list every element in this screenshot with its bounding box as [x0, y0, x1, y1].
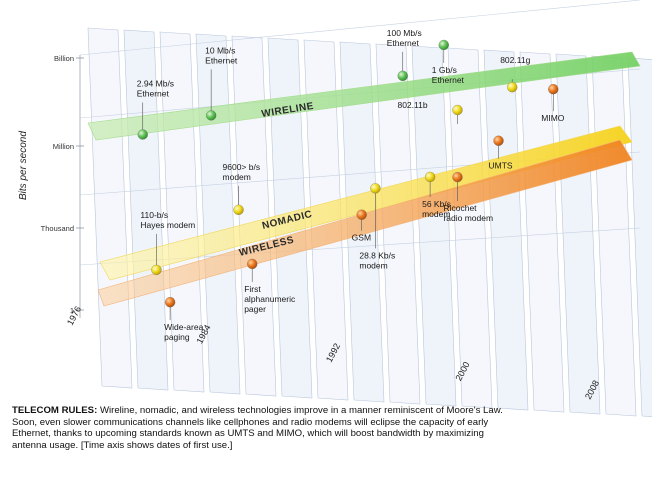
grid-panel: [591, 55, 637, 417]
point-label: UMTS: [489, 161, 513, 171]
point-label: GSM: [352, 233, 371, 243]
wireline-band: [87, 51, 641, 141]
caption-title: TELECOM RULES:: [12, 405, 98, 416]
point-label: Wide-area paging: [164, 322, 203, 342]
point-label: 28.8 Kb/s modem: [359, 250, 395, 270]
data-point: [164, 297, 176, 308]
grid-panel: [411, 45, 457, 407]
point-label: 2.94 Mb/s Ethernet: [137, 78, 174, 98]
nomadic-band: [99, 125, 633, 281]
data-points: 2.94 Mb/s Ethernet 10 Mb/s Ethernet 100 Mb/s…: [137, 28, 565, 342]
grid-panel: [483, 49, 529, 411]
point-label: 100 Mb/s Ethernet: [387, 28, 422, 48]
data-point: [151, 264, 162, 276]
data-point: [397, 70, 408, 81]
y-tick-label: 1: [70, 306, 74, 315]
data-point: [424, 171, 436, 183]
data-point: [233, 204, 244, 215]
point-label: 9600> b/s modem: [223, 162, 261, 182]
y-tick-label: Thousand: [41, 224, 74, 233]
point-label: MIMO: [541, 113, 565, 123]
grid-panel: [231, 35, 277, 397]
data-point: [493, 135, 504, 146]
data-point: [206, 110, 217, 121]
point-label: 802.11b: [397, 100, 427, 110]
data-point: [356, 209, 367, 220]
y-tick-label: Million: [53, 142, 74, 151]
data-point: [137, 129, 148, 140]
grid-line: [79, 0, 641, 56]
y-axis: Billion Million Thousand 1 Bits per second: [18, 54, 84, 318]
y-axis-title: Bits per second: [18, 131, 29, 200]
data-point: [370, 183, 381, 194]
y-tick-label: Billion: [54, 54, 74, 63]
grid-panel: [555, 53, 601, 415]
point-label: 56 Kb/s modem: [422, 199, 451, 219]
point-label: Ricochet radio modem: [443, 203, 493, 223]
grid-panel: [87, 27, 133, 389]
point-label: 802.11g: [500, 55, 530, 65]
grid-panel: [627, 57, 652, 417]
x-tick-label: 1976: [65, 305, 83, 327]
point-label: First alphanumeric pager: [244, 284, 296, 314]
caption-body: Wireline, nomadic, and wireless technolo…: [12, 405, 503, 451]
data-point: [452, 171, 463, 183]
wireless-band: [97, 139, 633, 307]
data-point: [548, 84, 559, 95]
grid-panel: [519, 51, 565, 413]
point-label: 10 Mb/s Ethernet: [205, 45, 238, 65]
figure-caption: TELECOM RULES: Wireline, nomadic, and wi…: [12, 405, 512, 451]
point-label: 1 Gb/s Ethernet: [432, 65, 465, 85]
data-point: [452, 104, 463, 116]
point-label: 110-b/s Hayes modem: [140, 210, 195, 230]
data-point: [247, 258, 258, 270]
grid-panel: [447, 47, 493, 409]
data-point: [507, 82, 518, 93]
data-point: [438, 39, 449, 51]
